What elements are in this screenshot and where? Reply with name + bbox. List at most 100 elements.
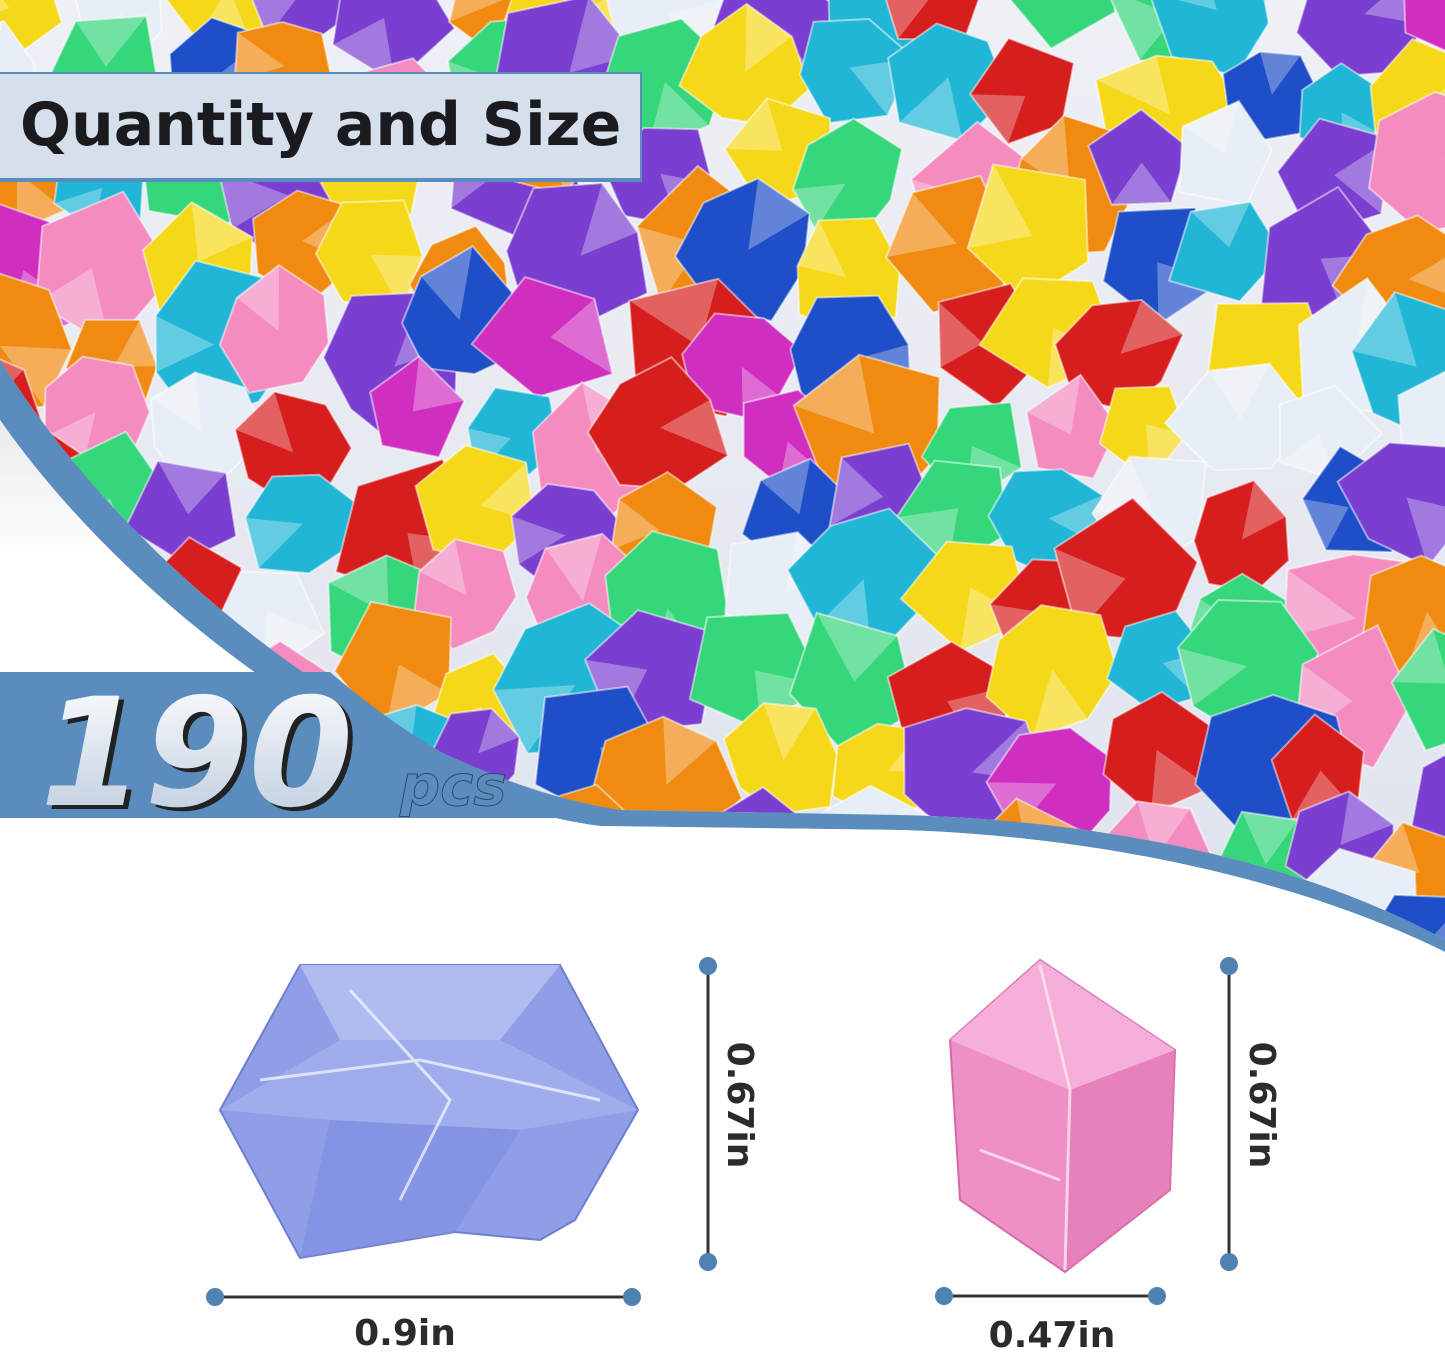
gem-highlight xyxy=(1182,101,1239,154)
gem-highlight xyxy=(151,372,202,431)
gem-highlight xyxy=(412,356,465,412)
quantity-banner: 190 pcs xyxy=(0,667,600,841)
gem xyxy=(218,263,330,395)
gem-highlight xyxy=(1021,115,1070,192)
gem-highlight xyxy=(1340,791,1394,845)
gem-highlight xyxy=(370,254,423,313)
gem-highlight xyxy=(75,16,147,67)
gem xyxy=(470,275,614,399)
gem-highlight xyxy=(1283,569,1357,640)
gem-highlight xyxy=(1279,433,1335,480)
gem-highlight xyxy=(816,612,898,682)
gem-highlight xyxy=(235,391,294,453)
gem-highlight xyxy=(899,77,963,141)
large-gem-width-label: 0.9in xyxy=(354,1313,456,1352)
small-gem-width-dimension: 0.47in xyxy=(935,1287,1166,1352)
gem-highlight xyxy=(1105,0,1176,61)
gem-highlight xyxy=(797,220,846,277)
gem-highlight xyxy=(218,169,289,229)
gem-highlight xyxy=(878,0,934,39)
gem-highlight xyxy=(0,345,72,407)
gem-highlight xyxy=(763,703,816,760)
gem-highlight xyxy=(748,178,810,250)
gem-highlight xyxy=(886,192,957,258)
gem-highlight xyxy=(1241,811,1298,865)
gem xyxy=(331,0,456,85)
gem-highlight xyxy=(420,246,473,321)
gem xyxy=(1167,200,1284,303)
gem xyxy=(1163,362,1313,472)
gem-highlight xyxy=(724,98,783,151)
gem-highlight xyxy=(1032,669,1088,739)
gem xyxy=(233,390,353,504)
gem-highlight xyxy=(663,716,717,785)
gem-highlight xyxy=(580,183,638,256)
gem xyxy=(677,2,812,127)
gem-highlight xyxy=(611,498,660,550)
gem xyxy=(162,0,288,43)
gem-highlight xyxy=(245,517,303,569)
gem-highlight xyxy=(236,265,279,332)
large-gem-width-dimension: 0.9in xyxy=(206,1288,641,1352)
gem-highlight xyxy=(1092,456,1152,514)
large-gem-height-dimension: 0.67in xyxy=(699,957,760,1271)
gem xyxy=(244,473,359,575)
gem xyxy=(368,355,466,459)
small-gem-width-label: 0.47in xyxy=(989,1315,1116,1352)
gem xyxy=(586,355,730,490)
gem-highlight xyxy=(1302,498,1349,551)
gem-highlight xyxy=(1150,749,1211,815)
gem-highlight xyxy=(1391,628,1445,684)
large-gem-height-label: 0.67in xyxy=(719,1042,760,1169)
gem-highlight xyxy=(1178,647,1248,707)
quantity-unit: pcs xyxy=(399,754,507,819)
gem-highlight xyxy=(419,539,467,596)
gem-highlight xyxy=(478,708,520,754)
gem xyxy=(1003,0,1116,50)
header-title: Quantity and Size xyxy=(20,90,621,160)
small-gem-height-label: 0.67in xyxy=(1241,1042,1282,1169)
gem xyxy=(798,17,916,125)
gem-highlight xyxy=(157,460,226,515)
gem-highlight xyxy=(1111,162,1172,205)
header-banner: Quantity and Size xyxy=(0,72,642,182)
gem-highlight xyxy=(1120,299,1184,354)
curve-band xyxy=(0,360,1445,952)
gem-highlight xyxy=(629,278,719,347)
gem-highlight xyxy=(1260,51,1301,95)
gem-highlight xyxy=(550,298,613,374)
gem-highlight xyxy=(1351,292,1417,367)
gem-highlight xyxy=(155,315,215,373)
gem-highlight xyxy=(1208,363,1270,420)
gem-highlight xyxy=(760,458,811,515)
gem-highlight xyxy=(967,164,1033,249)
gem-highlight xyxy=(745,3,792,73)
gem xyxy=(722,701,838,816)
gem xyxy=(1178,99,1273,207)
gem-highlight xyxy=(511,516,566,565)
gem-highlight xyxy=(328,555,389,615)
gem-highlight xyxy=(970,94,1026,144)
gem-highlight xyxy=(449,0,513,22)
gem-highlight xyxy=(1190,201,1251,248)
gem xyxy=(1025,373,1120,480)
large-gem-image xyxy=(218,964,640,1260)
gem-highlight xyxy=(793,354,875,434)
gem-highlight xyxy=(191,202,253,262)
gem-highlight xyxy=(793,183,846,231)
gem-highlight xyxy=(1242,480,1287,540)
gem-highlight xyxy=(234,32,285,81)
gems-photo xyxy=(0,0,1445,940)
gem-highlight xyxy=(1026,374,1081,435)
gem-highlight xyxy=(545,533,603,601)
gem xyxy=(1350,290,1445,444)
gem xyxy=(1367,90,1445,234)
gem-highlight xyxy=(1095,55,1171,115)
gem-highlight xyxy=(659,399,728,456)
gem-highlight xyxy=(1406,497,1445,567)
gem-highlight xyxy=(938,302,984,368)
gem-highlight xyxy=(113,320,158,367)
gem-highlight xyxy=(251,0,298,38)
